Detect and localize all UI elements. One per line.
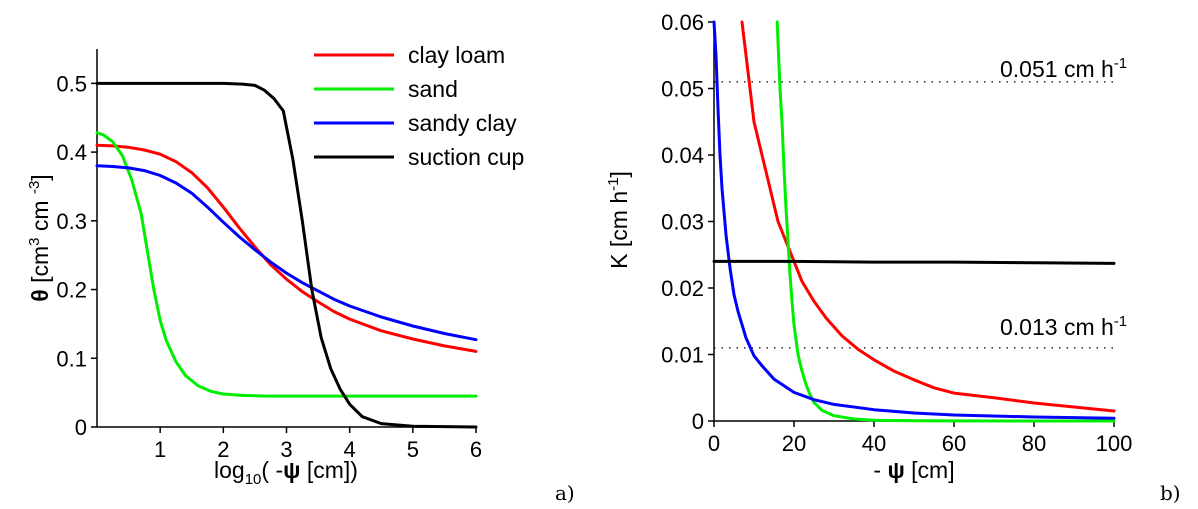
y-tick-label: 0.3 [56,209,87,234]
x-tick-label: 80 [1022,431,1046,456]
series-line-sand [95,131,478,398]
y-tick-label: 0.1 [56,346,87,371]
panel-label-b: b) [1160,481,1181,505]
annotation-upper: 0.051 cm h-1 [1000,55,1127,82]
x-tick-label: 6 [470,437,482,462]
y-tick-label: 0.06 [661,10,704,35]
panel-label-a: a) [555,481,575,505]
y-tick-label: 0.5 [56,71,87,96]
legend: clay loam sand sandy clay suction cup [314,42,524,170]
x-tick-label: 2 [217,437,229,462]
x-tick-label: 20 [782,431,806,456]
y-tick-label: 0.2 [56,278,87,303]
x-tick-label: 4 [344,437,356,462]
y-tick-label: 0.05 [661,77,704,102]
y-axis-label: θ [cm3 cm -3] [26,174,53,301]
x-tick-label: 60 [942,431,966,456]
series-line-sandy-clay [712,20,1116,420]
y-tick-label: 0 [75,415,87,440]
legend-label-sand: sand [408,76,458,102]
x-tick-label: 40 [862,431,886,456]
series-line-clay-loam [740,20,1116,413]
y-axis-label: K [cm h-1] [605,171,632,269]
series-line-sandy-clay [95,164,478,342]
x-tick-label: 3 [280,437,292,462]
x-tick-label: 100 [1096,431,1133,456]
x-tick-label: 5 [407,437,419,462]
legend-label-clay-loam: clay loam [408,42,505,68]
x-axis-label: - ψ [cm] [873,457,954,483]
y-tick-label: 0.03 [661,210,704,235]
series-line-suction-cup [712,259,1116,265]
x-axis-label: log10( -ψ [cm]) [214,457,358,488]
y-tick-label: 0.04 [661,143,704,168]
x-tick-label: 0 [708,431,720,456]
series-line-suction-cup [95,81,478,429]
legend-label-suction-cup: suction cup [408,144,524,170]
series-line-clay-loam [95,143,478,353]
legend-label-sandy-clay: sandy clay [408,110,517,136]
series-line-sand [775,20,1116,423]
y-tick-label: 0 [692,409,704,434]
annotation-lower: 0.013 cm h-1 [1000,313,1127,340]
y-tick-label: 0.01 [661,343,704,368]
panel-b-chart: 0 20 40 60 80 100 0 0.01 0.02 0.03 0.04 0.05 0.06 -… [605,10,1181,505]
y-tick-label: 0.02 [661,276,704,301]
y-tick-label: 0.4 [56,140,87,165]
x-tick-label: 1 [154,437,166,462]
